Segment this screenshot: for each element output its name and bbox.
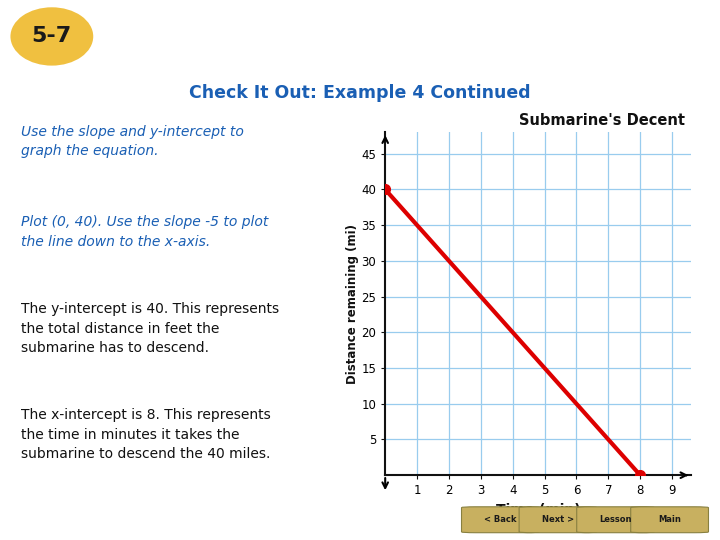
FancyBboxPatch shape [577, 507, 654, 532]
Text: The x-intercept is 8. This represents
the time in minutes it takes the
submarine: The x-intercept is 8. This represents th… [21, 408, 271, 461]
FancyBboxPatch shape [631, 507, 708, 532]
X-axis label: Time (min): Time (min) [496, 503, 580, 517]
Text: Slope-Intercept Form: Slope-Intercept Form [112, 23, 427, 50]
Y-axis label: Distance remaining (mi): Distance remaining (mi) [346, 224, 359, 384]
Text: Use the slope and y-intercept to
graph the equation.: Use the slope and y-intercept to graph t… [21, 125, 244, 158]
Text: Next >: Next > [542, 515, 574, 524]
Text: Check It Out: Example 4 Continued: Check It Out: Example 4 Continued [189, 84, 531, 102]
Ellipse shape [10, 7, 94, 65]
FancyBboxPatch shape [462, 507, 539, 532]
Text: Main: Main [658, 515, 681, 524]
Text: The y-intercept is 40. This represents
the total distance in feet the
submarine : The y-intercept is 40. This represents t… [21, 302, 279, 355]
Text: Submarine's Decent: Submarine's Decent [519, 113, 685, 129]
Text: 5-7: 5-7 [32, 26, 72, 46]
Text: < Back: < Back [484, 515, 517, 524]
FancyBboxPatch shape [519, 507, 597, 532]
Text: © HOLT McDOUGAL, All Rights Reserved: © HOLT McDOUGAL, All Rights Reserved [14, 515, 197, 524]
Text: Plot (0, 40). Use the slope -5 to plot
the line down to the x-axis.: Plot (0, 40). Use the slope -5 to plot t… [21, 215, 269, 249]
Text: Lesson: Lesson [599, 515, 632, 524]
